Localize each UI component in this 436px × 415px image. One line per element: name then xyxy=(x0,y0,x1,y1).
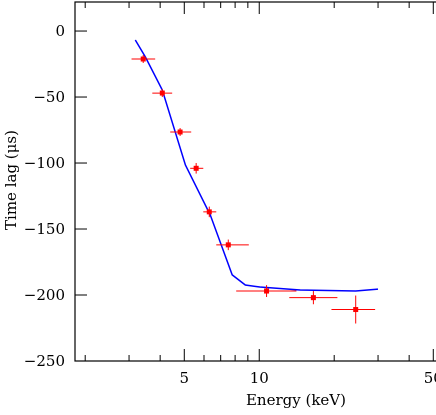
data-point xyxy=(353,307,359,313)
plot-frame xyxy=(74,1,436,362)
y-tick-label: −50 xyxy=(33,88,65,106)
x-tick-label: 5 xyxy=(180,369,190,387)
x-axis-label: Energy (keV) xyxy=(246,391,346,409)
data-point xyxy=(159,90,165,96)
y-tick-label: −100 xyxy=(24,154,65,172)
data-point xyxy=(310,295,316,301)
data-point xyxy=(177,129,183,135)
data-point xyxy=(140,56,146,62)
y-axis-label: Time lag (μs) xyxy=(2,130,20,230)
x-tick-label: 10 xyxy=(250,369,269,387)
y-tick-label: −150 xyxy=(24,220,65,238)
data-point xyxy=(264,288,270,294)
y-tick-label: −200 xyxy=(24,286,65,304)
data-point xyxy=(193,165,199,171)
data-point xyxy=(206,209,212,215)
data-point xyxy=(225,242,231,248)
y-tick-label: 0 xyxy=(55,22,65,40)
model-line xyxy=(134,39,379,292)
x-tick-label: 50 xyxy=(424,369,436,387)
y-tick-label: −250 xyxy=(24,352,65,370)
